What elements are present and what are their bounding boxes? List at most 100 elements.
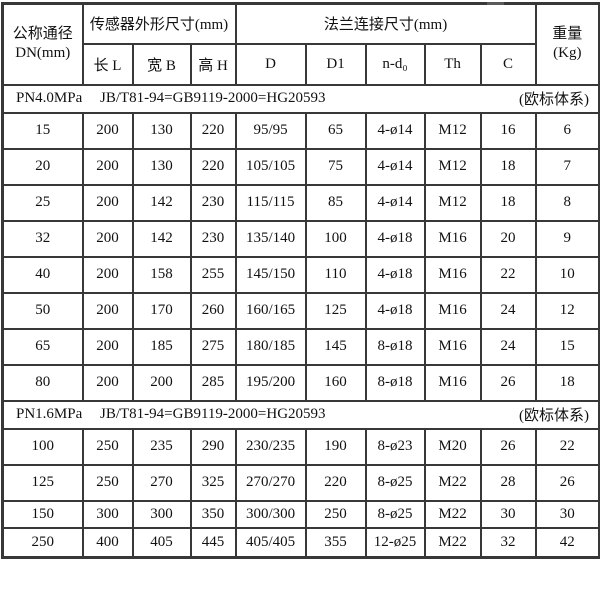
table-cell: 230 xyxy=(189,219,237,258)
table-cell: 42 xyxy=(534,526,600,559)
table-cell: M16 xyxy=(423,219,482,258)
table-cell: 7 xyxy=(534,147,600,186)
table-cell: 255 xyxy=(189,255,237,294)
table-cell: 300 xyxy=(131,499,192,529)
table-cell: 180/185 xyxy=(234,327,307,366)
table-cell: M22 xyxy=(423,499,482,529)
column-header-n-d0: n-d₀ xyxy=(364,42,426,86)
column-header-c: C xyxy=(479,42,537,86)
table-cell: 12 xyxy=(534,291,600,330)
table-cell: 142 xyxy=(131,219,192,258)
table-cell: M22 xyxy=(423,526,482,559)
table-cell: 142 xyxy=(131,183,192,222)
table-cell: 18 xyxy=(479,183,537,222)
table-cell: 200 xyxy=(81,291,134,330)
table-cell: 15 xyxy=(534,327,600,366)
table-cell: 220 xyxy=(304,463,367,502)
table-cell: 260 xyxy=(189,291,237,330)
table-cell: 24 xyxy=(479,327,537,366)
table-cell: 300 xyxy=(81,499,134,529)
pressure-rating-label: PN4.0MPa xyxy=(16,90,83,106)
dn-header-line1: 公称通径 xyxy=(12,26,73,43)
table-cell: 95/95 xyxy=(234,111,307,150)
table-cell: 26 xyxy=(479,363,537,402)
table-cell: 355 xyxy=(304,526,367,559)
column-header-weight: 重量 (Kg) xyxy=(534,2,600,86)
table-cell: 445 xyxy=(189,526,237,559)
table-row: 80 200 200 285 195/200 160 8-ø18 M16 26 18 xyxy=(1,363,600,402)
table-cell: 150 xyxy=(1,499,84,529)
table-cell: M22 xyxy=(423,463,482,502)
table-cell: 290 xyxy=(189,427,237,466)
table-cell: 405 xyxy=(131,526,192,559)
table-cell: 8-ø25 xyxy=(364,463,426,502)
table-cell: M12 xyxy=(423,183,482,222)
section-header-cell: PN4.0MPa JB/T81-94=GB9119-2000=HG20593 (欧标… xyxy=(1,83,600,114)
column-group-sensor-dimensions: 传感器外形尺寸(mm) xyxy=(81,2,237,45)
table-cell: 300/300 xyxy=(234,499,307,529)
table-cell: M16 xyxy=(423,327,482,366)
table-cell: M20 xyxy=(423,427,482,466)
table-cell: 110 xyxy=(304,255,367,294)
table-cell: 200 xyxy=(81,147,134,186)
table-cell: 250 xyxy=(1,526,84,559)
table-cell: 185 xyxy=(131,327,192,366)
cropped-text-fragment xyxy=(487,2,504,5)
header-row-groups: 公称通径 DN(mm) 传感器外形尺寸(mm) 法兰连接尺寸(mm) 重量 (K… xyxy=(1,2,600,86)
table-cell: M16 xyxy=(423,291,482,330)
table-cell: 24 xyxy=(479,291,537,330)
table-cell: 230 xyxy=(189,183,237,222)
table-cell: 15 xyxy=(1,111,84,150)
dn-header-line2: DN(mm) xyxy=(15,45,71,62)
table-cell: 400 xyxy=(81,526,134,559)
table-cell: 6 xyxy=(534,111,600,150)
table-cell: M16 xyxy=(423,255,482,294)
table-cell: 30 xyxy=(534,499,600,529)
table-cell: 20 xyxy=(479,219,537,258)
table-cell: 200 xyxy=(81,111,134,150)
section-header-row: PN4.0MPa JB/T81-94=GB9119-2000=HG20593 (欧标… xyxy=(1,83,600,114)
column-header-length-l: 长 L xyxy=(81,42,134,86)
table-cell: 160 xyxy=(304,363,367,402)
table-cell: 65 xyxy=(304,111,367,150)
table-cell: 270/270 xyxy=(234,463,307,502)
table-cell: 200 xyxy=(81,363,134,402)
table-cell: 65 xyxy=(1,327,84,366)
table-cell: 195/200 xyxy=(234,363,307,402)
table-cell: 50 xyxy=(1,291,84,330)
table-cell: 105/105 xyxy=(234,147,307,186)
table-row: 250 400 405 445 405/405 355 12-ø25 M22 32 42 xyxy=(1,526,600,559)
table-cell: 275 xyxy=(189,327,237,366)
table-cell: 32 xyxy=(479,526,537,559)
table-cell: 100 xyxy=(1,427,84,466)
table-cell: 18 xyxy=(479,147,537,186)
table-cell: 285 xyxy=(189,363,237,402)
table-cell: 230/235 xyxy=(234,427,307,466)
table-cell: 80 xyxy=(1,363,84,402)
table-cell: 18 xyxy=(534,363,600,402)
table-cell: 28 xyxy=(479,463,537,502)
table-cell: 250 xyxy=(81,427,134,466)
table-cell: 4-ø18 xyxy=(364,219,426,258)
table-cell: M16 xyxy=(423,363,482,402)
table-cell: 125 xyxy=(304,291,367,330)
table-cell: 40 xyxy=(1,255,84,294)
table-cell: 250 xyxy=(81,463,134,502)
standard-system-note: (欧标体系) xyxy=(519,408,590,424)
column-header-height-h: 高 H xyxy=(189,42,237,86)
weight-header-line1: 重量 xyxy=(552,26,583,43)
table-cell: 100 xyxy=(304,219,367,258)
table-cell: 10 xyxy=(534,255,600,294)
table-cell: 75 xyxy=(304,147,367,186)
table-cell: 20 xyxy=(1,147,84,186)
table-cell: 235 xyxy=(131,427,192,466)
table-cell: 135/140 xyxy=(234,219,307,258)
table-cell: 32 xyxy=(1,219,84,258)
table-cell: 200 xyxy=(131,363,192,402)
table-row: 20 200 130 220 105/105 75 4-ø14 M12 18 7 xyxy=(1,147,600,186)
table-cell: 200 xyxy=(81,255,134,294)
table-cell: 200 xyxy=(81,219,134,258)
table-cell: 22 xyxy=(534,427,600,466)
section-header-cell: PN1.6MPa JB/T81-94=GB9119-2000=HG20593 (欧标… xyxy=(1,399,600,430)
